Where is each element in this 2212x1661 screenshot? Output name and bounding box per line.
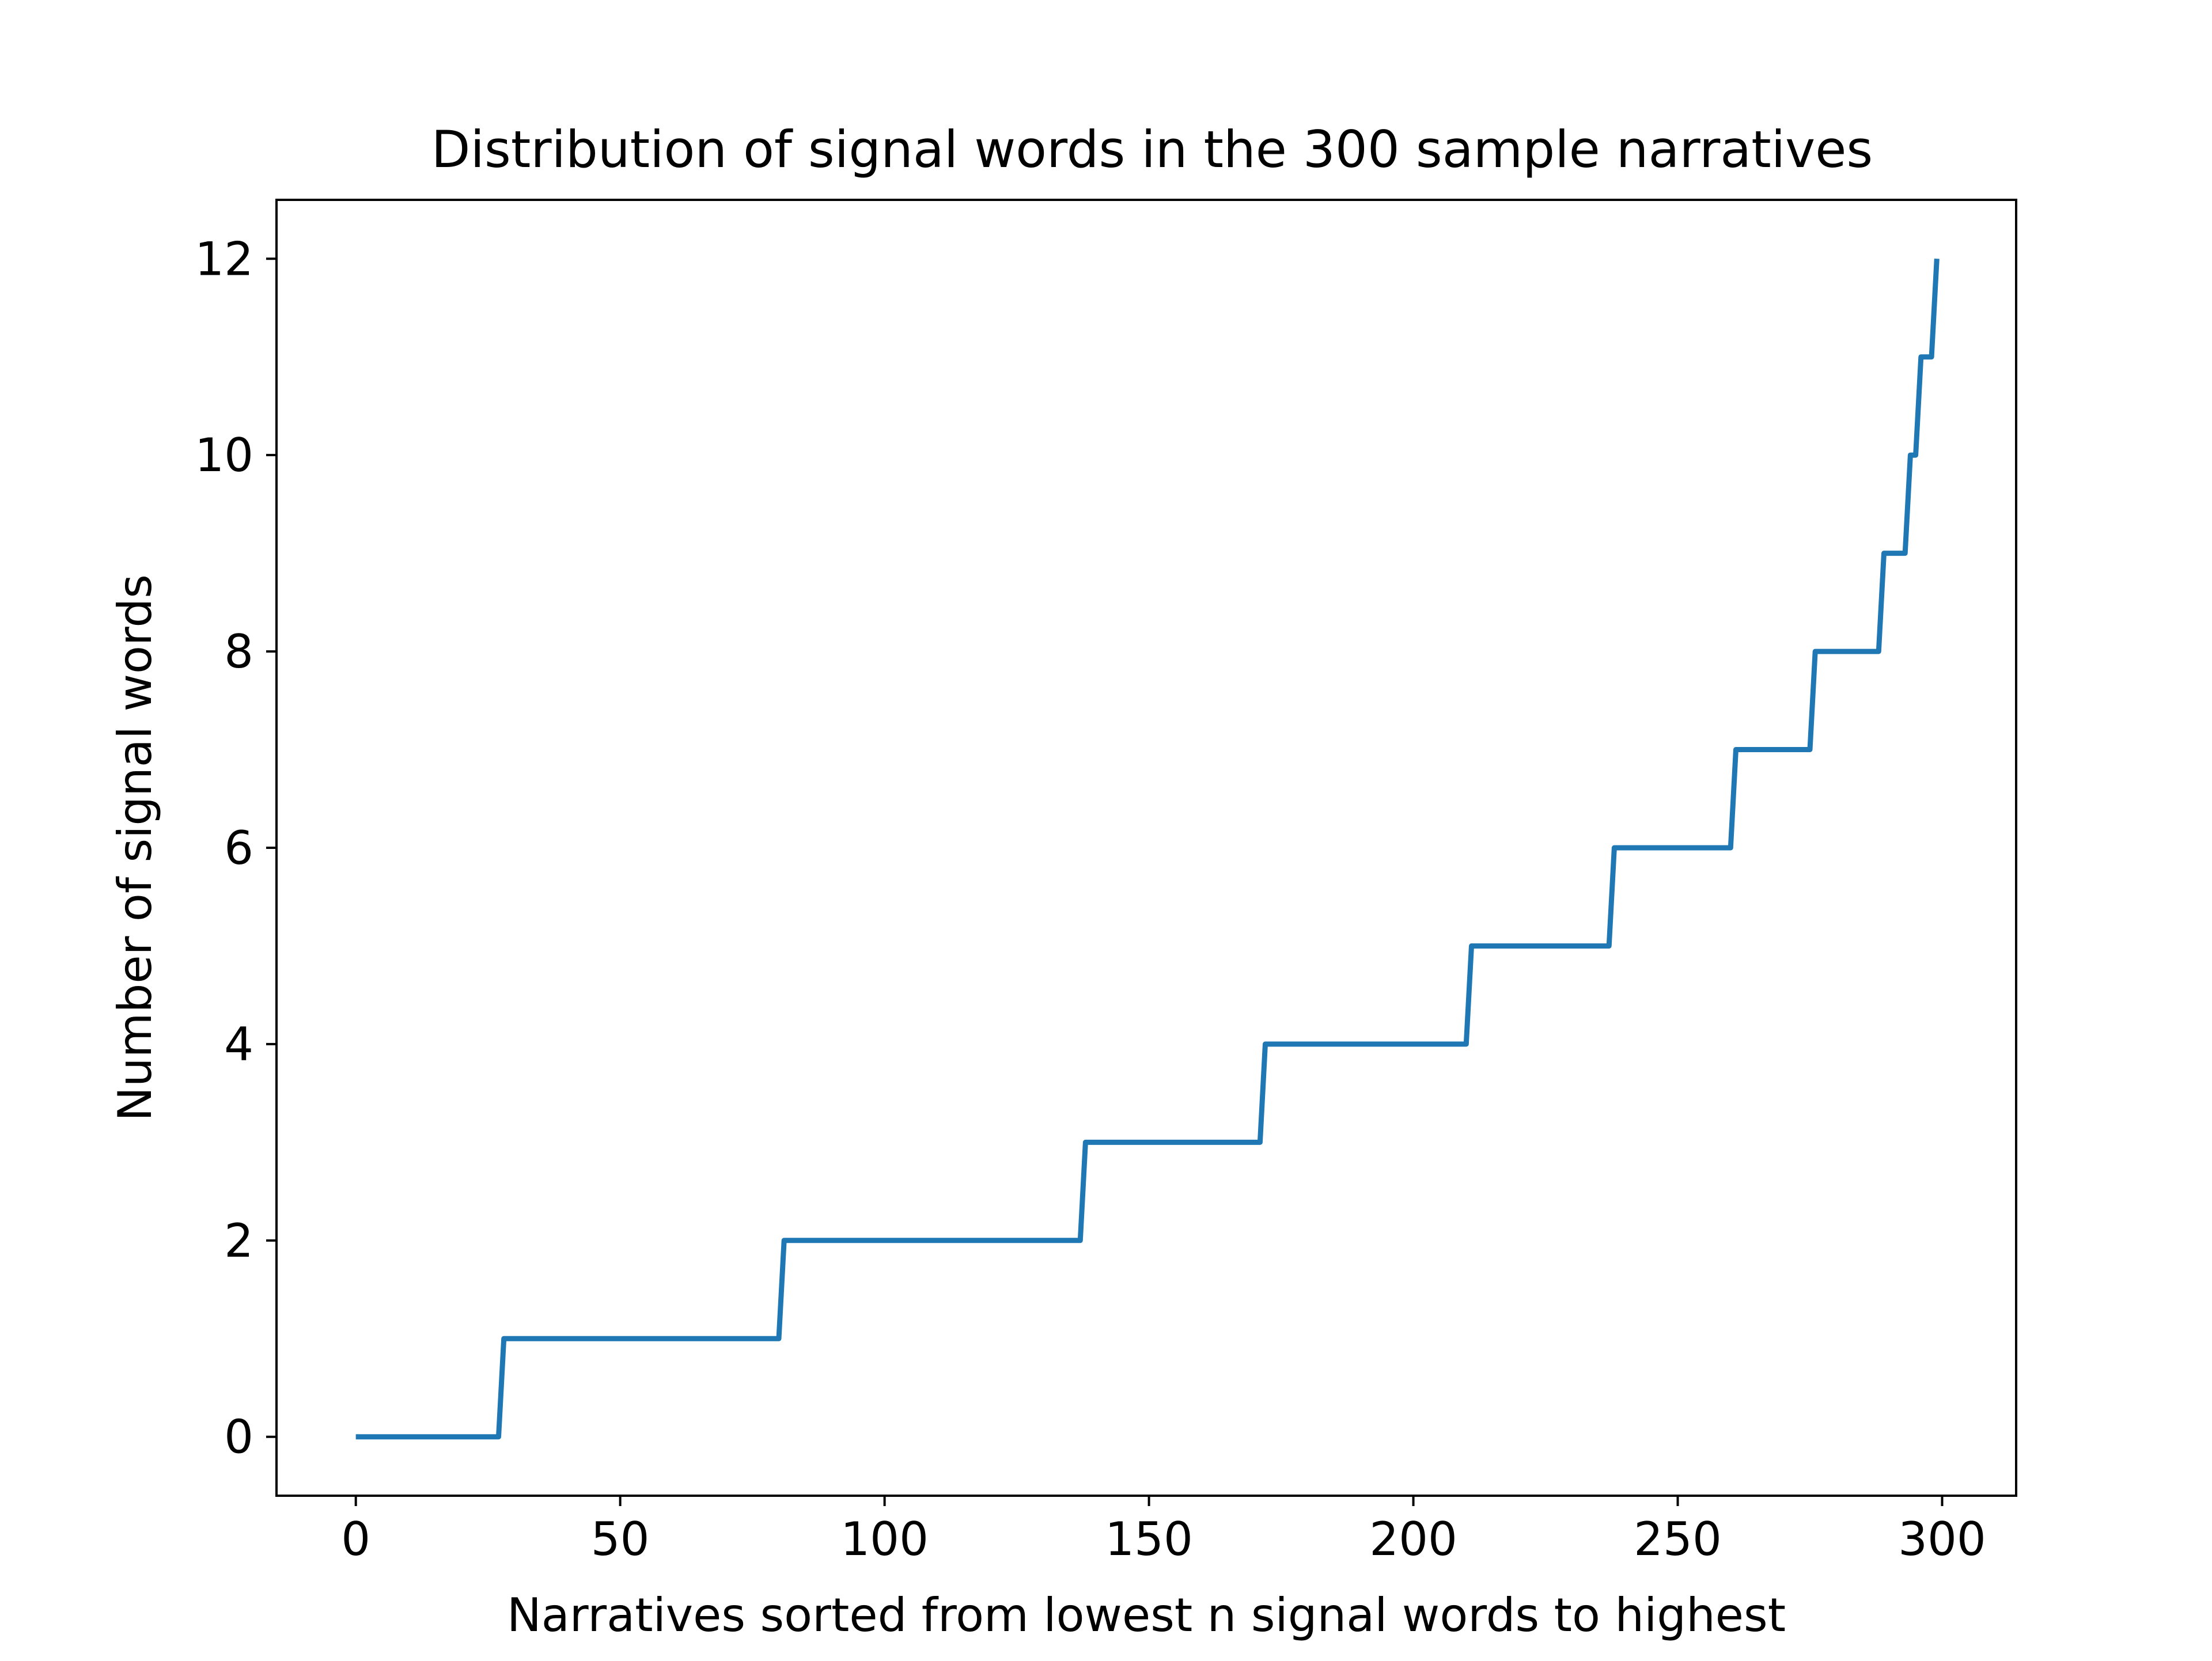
plot-area — [355, 259, 1940, 1440]
y-axis-label: Number of signal words — [108, 574, 162, 1121]
x-tick-label: 0 — [341, 1512, 370, 1566]
x-axis-label: Narratives sorted from lowest n signal w… — [507, 1588, 1786, 1642]
y-tick-label: 10 — [195, 428, 253, 482]
x-tick-label: 300 — [1898, 1512, 1986, 1566]
y-tick-label: 8 — [224, 625, 253, 678]
series-line-0 — [355, 259, 1940, 1440]
x-tick-label: 100 — [840, 1512, 929, 1566]
chart-title: Distribution of signal words in the 300 … — [431, 120, 1873, 179]
x-tick-label: 50 — [591, 1512, 650, 1566]
y-axis: 0 2 4 6 8 10 12 — [195, 232, 276, 1464]
y-tick-label: 6 — [224, 821, 253, 875]
y-tick-label: 4 — [224, 1018, 253, 1071]
x-tick-label: 150 — [1105, 1512, 1193, 1566]
y-tick-label: 0 — [224, 1410, 253, 1464]
x-tick-label: 250 — [1634, 1512, 1722, 1566]
x-tick-label: 200 — [1369, 1512, 1457, 1566]
y-tick-label: 2 — [224, 1214, 253, 1268]
x-axis: 0 50 100 150 200 250 300 — [341, 1496, 1986, 1566]
y-tick-label: 12 — [195, 232, 253, 286]
